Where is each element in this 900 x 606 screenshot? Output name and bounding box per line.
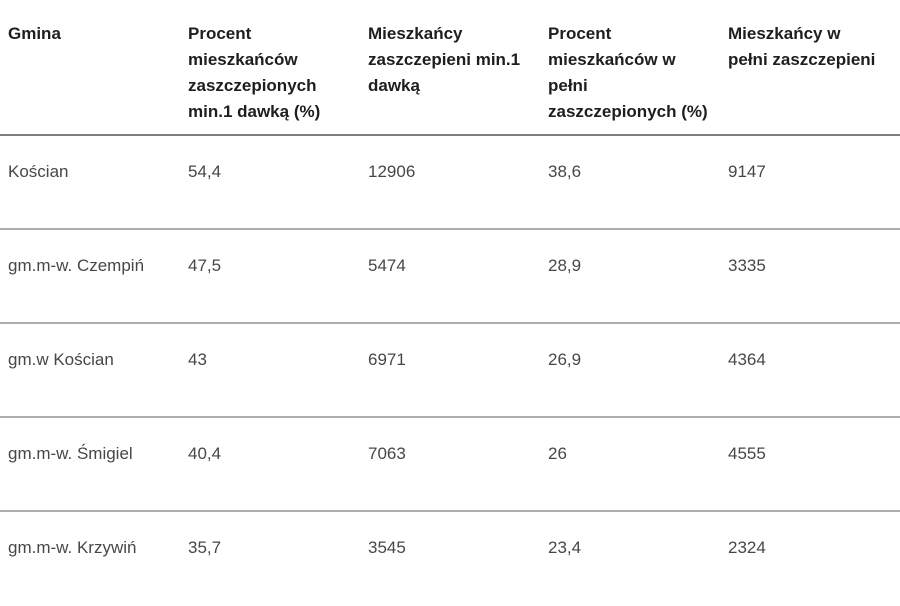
cell-residents-min1-dose: 6971 bbox=[360, 323, 540, 418]
cell-gmina: gm.w Kościan bbox=[0, 323, 180, 418]
table-row: gm.m-w. Śmigiel 40,4 7063 26 4555 bbox=[0, 417, 900, 512]
cell-pct-fully-vaccinated: 38,6 bbox=[540, 135, 720, 230]
cell-pct-min1-dose: 43 bbox=[180, 323, 360, 418]
cell-residents-fully-vaccinated: 9147 bbox=[720, 135, 900, 230]
table-row: Kościan 54,4 12906 38,6 9147 bbox=[0, 135, 900, 230]
cell-pct-min1-dose: 40,4 bbox=[180, 417, 360, 512]
header-cell-residents-fully-vaccinated: Mieszkańcy w pełni zaszczepieni bbox=[720, 0, 900, 136]
cell-pct-min1-dose: 54,4 bbox=[180, 135, 360, 230]
table-row: gm.m-w. Krzywiń 35,7 3545 23,4 2324 bbox=[0, 511, 900, 604]
cell-pct-fully-vaccinated: 28,9 bbox=[540, 229, 720, 324]
cell-residents-min1-dose: 7063 bbox=[360, 417, 540, 512]
cell-residents-min1-dose: 5474 bbox=[360, 229, 540, 324]
header-cell-residents-min1-dose: Mieszkańcy zaszczepieni min.1 dawką bbox=[360, 0, 540, 136]
cell-pct-fully-vaccinated: 23,4 bbox=[548, 538, 582, 557]
cell-residents-fully-vaccinated: 4364 bbox=[720, 323, 900, 418]
header-cell-gmina: Gmina bbox=[0, 0, 180, 136]
header-cell-pct-fully-vaccinated: Procent mieszkańców w pełni zaszczepiony… bbox=[540, 0, 720, 136]
table-row: gm.w Kościan 43 6971 26,9 4364 bbox=[0, 323, 900, 418]
cell-residents-fully-vaccinated: 2324 bbox=[728, 538, 766, 557]
cell-residents-min1-dose: 12906 bbox=[360, 135, 540, 230]
cell-gmina: Kościan bbox=[0, 135, 180, 230]
cell-gmina: gm.m-w. Śmigiel bbox=[0, 417, 180, 512]
cell-residents-min1-dose: 3545 bbox=[368, 538, 406, 557]
cell-residents-fully-vaccinated: 4555 bbox=[720, 417, 900, 512]
cell-pct-min1-dose: 47,5 bbox=[180, 229, 360, 324]
table-header-row: Gmina Procent mieszkańców zaszczepionych… bbox=[0, 0, 900, 136]
cell-pct-fully-vaccinated: 26,9 bbox=[540, 323, 720, 418]
table-row: gm.m-w. Czempiń 47,5 5474 28,9 3335 bbox=[0, 229, 900, 324]
cell-gmina: gm.m-w. Krzywiń bbox=[8, 538, 137, 557]
cell-residents-fully-vaccinated: 3335 bbox=[720, 229, 900, 324]
cell-pct-fully-vaccinated: 26 bbox=[540, 417, 720, 512]
cell-pct-min1-dose: 35,7 bbox=[188, 538, 222, 557]
cell-gmina: gm.m-w. Czempiń bbox=[0, 229, 180, 324]
header-cell-pct-min1-dose: Procent mieszkańców zaszczepionych min.1… bbox=[180, 0, 360, 136]
